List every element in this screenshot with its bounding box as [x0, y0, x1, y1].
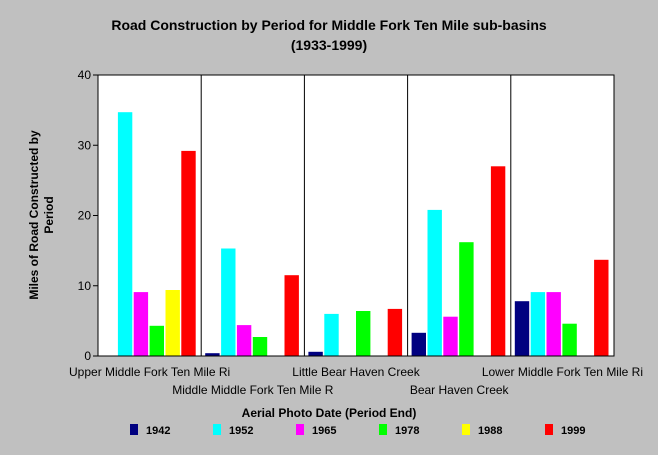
y-tick-label: 0: [84, 349, 91, 363]
bar-1988: [165, 290, 180, 356]
x-axis-label: Aerial Photo Date (Period End): [242, 406, 417, 420]
x-tick-labels: Upper Middle Fork Ten Mile Ri Middle Midd…: [69, 365, 643, 397]
bar-1952: [530, 292, 546, 356]
bar-1999: [181, 150, 196, 356]
legend-label-1978: 1978: [395, 425, 419, 437]
legend-swatch-1942: [130, 424, 138, 435]
x-tick-label: Lower Middle Fork Ten Mile Ri: [482, 365, 643, 379]
bar-1978: [252, 337, 268, 356]
bar-1978: [562, 323, 577, 356]
bar-1942: [411, 332, 426, 356]
legend-swatch-1952: [213, 424, 221, 435]
bar-1965: [546, 292, 561, 356]
chart-subtitle: (1933-1999): [291, 37, 367, 53]
bar-1942: [205, 353, 220, 356]
legend-label-1988: 1988: [478, 425, 502, 437]
chart-title: Road Construction by Period for Middle F…: [111, 17, 547, 33]
x-tick-label: Little Bear Haven Creek: [292, 365, 420, 379]
bar-1942: [514, 301, 530, 356]
bar-1952: [117, 112, 133, 356]
x-tick-label: Middle Middle Fork Ten Mile R: [172, 383, 334, 397]
bar-1952: [324, 313, 339, 356]
bar-1978: [459, 242, 474, 356]
bar-1965: [133, 292, 149, 356]
bar-1999: [387, 308, 403, 356]
x-tick-label: Upper Middle Fork Ten Mile Ri: [69, 365, 230, 379]
y-axis-label-line-2: Period: [42, 196, 56, 233]
y-tick-label: 10: [78, 279, 92, 293]
bar-1999: [490, 166, 506, 356]
bar-1952: [427, 209, 442, 356]
x-tick-label: Bear Haven Creek: [410, 383, 510, 397]
legend-swatch-1988: [462, 424, 470, 435]
y-tick-label: 30: [78, 138, 92, 152]
legend-label-1942: 1942: [146, 425, 170, 437]
y-tick-labels: 0 10 20 30 40: [78, 68, 92, 363]
legend-label-1965: 1965: [312, 425, 336, 437]
bar-1965: [236, 325, 252, 356]
y-tick-label: 20: [78, 209, 92, 223]
bar-1942: [308, 351, 323, 356]
bar-1999: [594, 259, 609, 356]
bar-1952: [221, 248, 236, 356]
legend: 1942 1952 1965 1978 1988 1999: [130, 424, 585, 437]
legend-swatch-1965: [296, 424, 304, 435]
bars: [117, 112, 609, 356]
legend-swatch-1978: [379, 424, 387, 435]
legend-swatch-1999: [545, 424, 553, 435]
y-axis-label: Miles of Road Constructed by Period: [27, 130, 56, 300]
bar-1965: [443, 316, 458, 356]
legend-label-1999: 1999: [561, 425, 585, 437]
bar-1978: [356, 311, 371, 356]
grid-lines: [200, 75, 512, 356]
y-tick-label: 40: [78, 68, 92, 82]
y-axis-label-line-1: Miles of Road Constructed by: [27, 130, 41, 300]
bar-1999: [284, 275, 299, 356]
bar-1978: [149, 325, 164, 356]
legend-label-1952: 1952: [229, 425, 253, 437]
axes: [93, 74, 614, 357]
